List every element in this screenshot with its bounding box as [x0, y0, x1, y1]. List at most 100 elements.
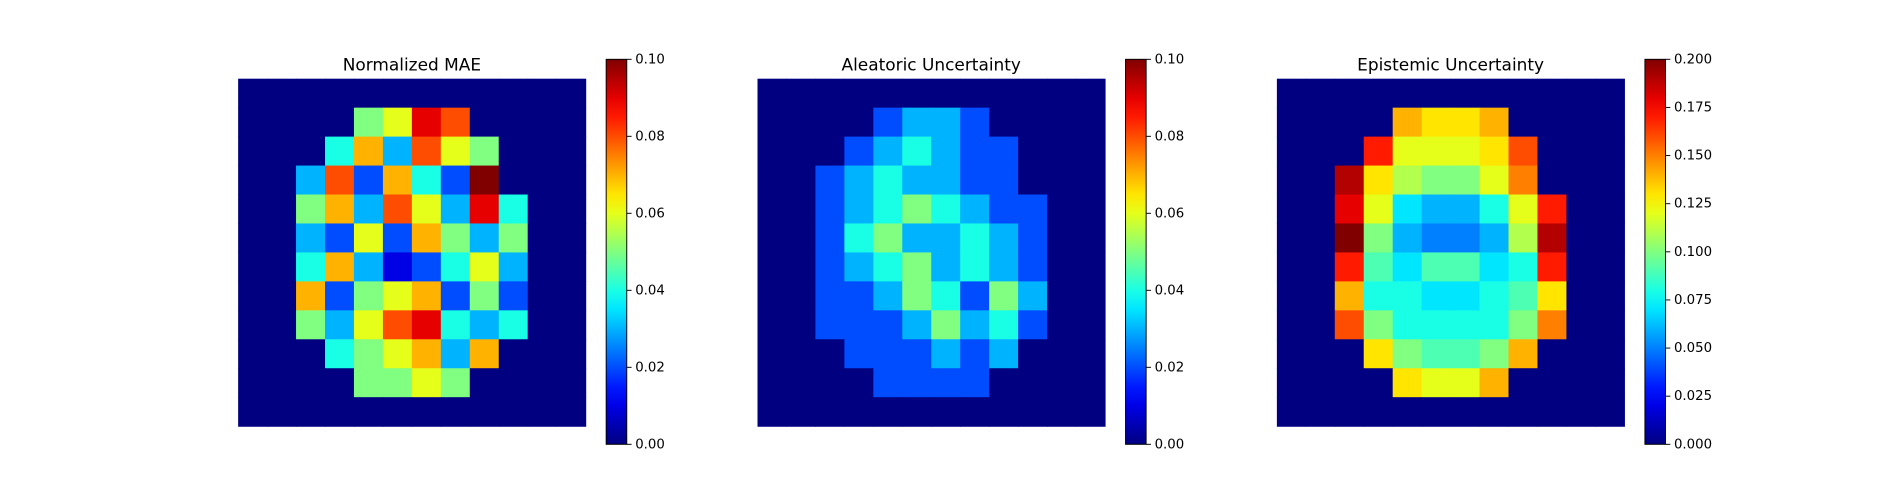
heatmap-cell — [1595, 78, 1625, 109]
heatmap-cell — [960, 397, 990, 427]
heatmap-cell — [1508, 397, 1539, 427]
heatmap-cell — [1566, 368, 1596, 398]
colorbar-tick-label: 0.06 — [635, 206, 665, 221]
colorbar-tick-label: 0.00 — [1155, 437, 1185, 452]
heatmap-cell — [1363, 107, 1394, 138]
heatmap-cell — [1508, 339, 1539, 369]
heatmap-cell — [440, 223, 471, 254]
heatmap-cell — [1450, 252, 1481, 282]
heatmap-cell — [469, 136, 500, 167]
heatmap-cell — [498, 397, 529, 427]
heatmap-cell — [353, 310, 384, 340]
heatmap-cell — [902, 368, 932, 398]
heatmap-cell — [353, 339, 384, 369]
heatmap-cell — [325, 107, 355, 138]
heatmap-cell — [844, 223, 874, 254]
heatmap-cell — [1595, 310, 1625, 340]
colorbar-tick-label: 0.100 — [1674, 245, 1712, 260]
heatmap-cell — [873, 194, 903, 225]
heatmap-cell — [353, 107, 384, 138]
heatmap-cell — [786, 136, 817, 167]
heatmap-cell — [757, 252, 788, 282]
heatmap-cell — [989, 368, 1019, 398]
heatmap-cell — [267, 78, 297, 109]
heatmap-cell — [902, 78, 932, 109]
heatmap-cell — [1276, 397, 1307, 427]
heatmap-cell — [411, 136, 442, 167]
heatmap-cell — [1479, 310, 1510, 340]
heatmap-cell — [1508, 136, 1539, 167]
heatmap-cell — [1363, 397, 1394, 427]
heatmap-cell — [1305, 397, 1336, 427]
heatmap-cell — [902, 252, 932, 282]
heatmap-cell — [1566, 165, 1596, 196]
heatmap-cell — [411, 281, 442, 311]
heatmap-cell — [1566, 281, 1596, 311]
heatmap-cell — [1276, 194, 1307, 225]
heatmap-cell — [556, 310, 587, 340]
heatmap-cell — [1537, 281, 1568, 311]
heatmap-cell — [989, 310, 1019, 340]
heatmap-cell — [989, 194, 1019, 225]
heatmap-cell — [960, 368, 990, 398]
heatmap-cell — [757, 368, 788, 398]
heatmap-cell — [296, 107, 326, 138]
heatmap-cell — [786, 281, 817, 311]
heatmap-cell — [1363, 339, 1394, 369]
heatmap-cell — [989, 281, 1019, 311]
heatmap-cell — [844, 397, 874, 427]
heatmap-cell — [815, 368, 845, 398]
heatmap-cell — [1421, 194, 1452, 225]
heatmap-cell — [1537, 107, 1568, 138]
heatmap-cell — [1392, 339, 1423, 369]
heatmap-cell — [815, 78, 845, 109]
heatmap-cell — [757, 78, 788, 109]
heatmap-cell — [1076, 397, 1106, 427]
heatmap-cell — [1450, 107, 1481, 138]
heatmap-cell — [1508, 223, 1539, 254]
heatmap-cell — [786, 310, 817, 340]
heatmap-cell — [960, 252, 990, 282]
heatmap-cell — [1305, 223, 1336, 254]
heatmap-cell — [1305, 339, 1336, 369]
heatmap-cell — [1047, 310, 1077, 340]
heatmap-cell — [1076, 310, 1106, 340]
heatmap-cell — [1276, 136, 1307, 167]
heatmap-cell — [902, 223, 932, 254]
heatmap-cell — [1508, 78, 1539, 109]
heatmap-cell — [989, 165, 1019, 196]
heatmap-cell — [1047, 252, 1077, 282]
heatmap-cell — [498, 107, 529, 138]
heatmap-cell — [1047, 223, 1077, 254]
heatmap-cell — [1566, 107, 1596, 138]
heatmap-cell — [786, 194, 817, 225]
heatmap-cell — [440, 107, 471, 138]
heatmap-cell — [238, 223, 268, 254]
heatmap-cell — [498, 368, 529, 398]
heatmap-cell — [267, 397, 297, 427]
colorbar-tick-label: 0.150 — [1674, 149, 1712, 164]
heatmap-cell — [469, 78, 500, 109]
heatmap-cell — [1363, 78, 1394, 109]
heatmap-cell — [902, 107, 932, 138]
colorbar-tick-label: 0.04 — [635, 283, 665, 298]
colorbar-tick-label: 0.075 — [1674, 293, 1712, 308]
heatmap-cell — [1047, 136, 1077, 167]
heatmap-cell — [498, 281, 529, 311]
heatmap-cell — [1479, 252, 1510, 282]
heatmap-cell — [498, 252, 529, 282]
heatmap-cell — [1076, 368, 1106, 398]
heatmap-cell — [440, 281, 471, 311]
heatmap-cell — [353, 368, 384, 398]
heatmap-cell — [353, 252, 384, 282]
heatmap-cell — [1595, 281, 1625, 311]
heatmap-cell — [1595, 397, 1625, 427]
heatmap-cell — [902, 310, 932, 340]
heatmap-cell — [1276, 165, 1307, 196]
heatmap-cell — [238, 107, 268, 138]
heatmap-cell — [1479, 194, 1510, 225]
heatmap-cell — [382, 281, 413, 311]
heatmap-cell — [1566, 310, 1596, 340]
heatmap-cell — [1537, 397, 1568, 427]
heatmap-cell — [1392, 165, 1423, 196]
